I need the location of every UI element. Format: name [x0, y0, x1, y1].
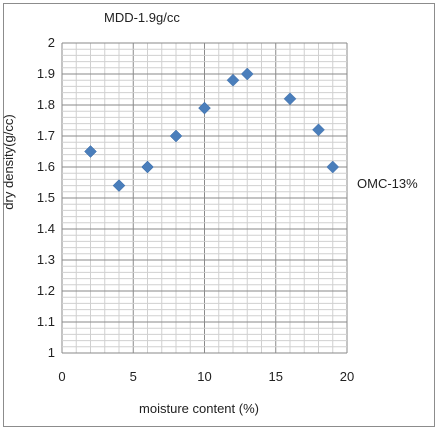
y-tick-label: 1.5	[37, 190, 55, 205]
data-point	[240, 67, 254, 81]
y-axis-title: dry density(g/cc)	[1, 114, 16, 209]
y-tick-label: 2	[48, 35, 55, 50]
x-tick-label: 15	[269, 369, 283, 384]
data-point	[283, 92, 297, 106]
y-tick-label: 1.6	[37, 159, 55, 174]
omc-annotation: OMC-13%	[357, 176, 418, 191]
x-tick-labels: 0 5 10 15 20	[58, 369, 354, 384]
data-points	[84, 67, 340, 192]
x-axis-title: moisture content (%)	[139, 401, 259, 416]
y-tick-label: 1.8	[37, 97, 55, 112]
data-point	[169, 129, 183, 143]
y-tick-label: 1	[48, 345, 55, 360]
data-point	[84, 145, 97, 158]
x-tick-label: 20	[340, 369, 354, 384]
x-tick-label: 10	[197, 369, 211, 384]
x-tick-label: 0	[58, 369, 65, 384]
y-tick-labels: 1 1.1 1.2 1.3 1.4 1.5 1.6 1.7 1.8 1.9 2	[37, 35, 55, 360]
mdd-annotation: MDD-1.9g/cc	[104, 10, 180, 25]
y-tick-label: 1.2	[37, 283, 55, 298]
data-point	[312, 123, 325, 137]
y-tick-label: 1.3	[37, 252, 55, 267]
y-tick-label: 1.7	[37, 128, 55, 143]
y-tick-label: 1.4	[37, 221, 55, 236]
data-point	[198, 101, 211, 115]
data-point	[112, 179, 126, 192]
data-point	[326, 160, 340, 174]
y-tick-label: 1.1	[37, 314, 55, 329]
chart-grid	[61, 42, 348, 354]
data-point	[141, 160, 154, 174]
x-tick-label: 5	[130, 369, 137, 384]
y-tick-label: 1.9	[37, 66, 55, 81]
data-point	[226, 73, 240, 87]
